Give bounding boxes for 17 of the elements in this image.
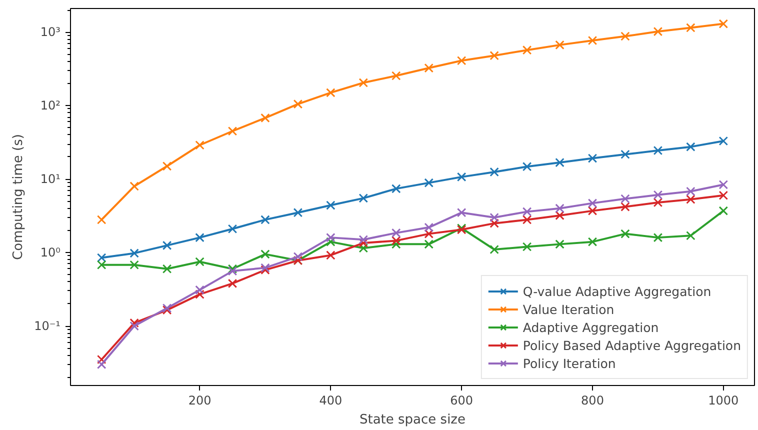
y-axis-title: Computing time (s) — [11, 134, 26, 260]
x-tick-label: 800 — [581, 394, 604, 408]
x-axis-title: State space size — [359, 412, 466, 428]
legend-label: Policy Iteration — [522, 354, 616, 372]
legend-label: Q-value Adaptive Aggregation — [522, 282, 712, 300]
y-tick-label: 10⁰ — [40, 246, 61, 260]
legend-label: Value Iteration — [522, 300, 614, 318]
x-tick-label: 1000 — [708, 394, 739, 408]
legend-label: Adaptive Aggregation — [522, 318, 659, 336]
y-tick-label: 10² — [40, 98, 61, 113]
x-tick-label: 600 — [450, 394, 474, 408]
y-tick-label: 10³ — [40, 25, 61, 40]
y-tick-label: 10¹ — [40, 172, 61, 186]
x-tick-label: 400 — [319, 394, 342, 408]
y-tick-label: 10⁻¹ — [34, 319, 61, 334]
legend-label: Policy Based Adaptive Aggregation — [522, 336, 741, 354]
x-tick-label: 200 — [188, 394, 212, 408]
